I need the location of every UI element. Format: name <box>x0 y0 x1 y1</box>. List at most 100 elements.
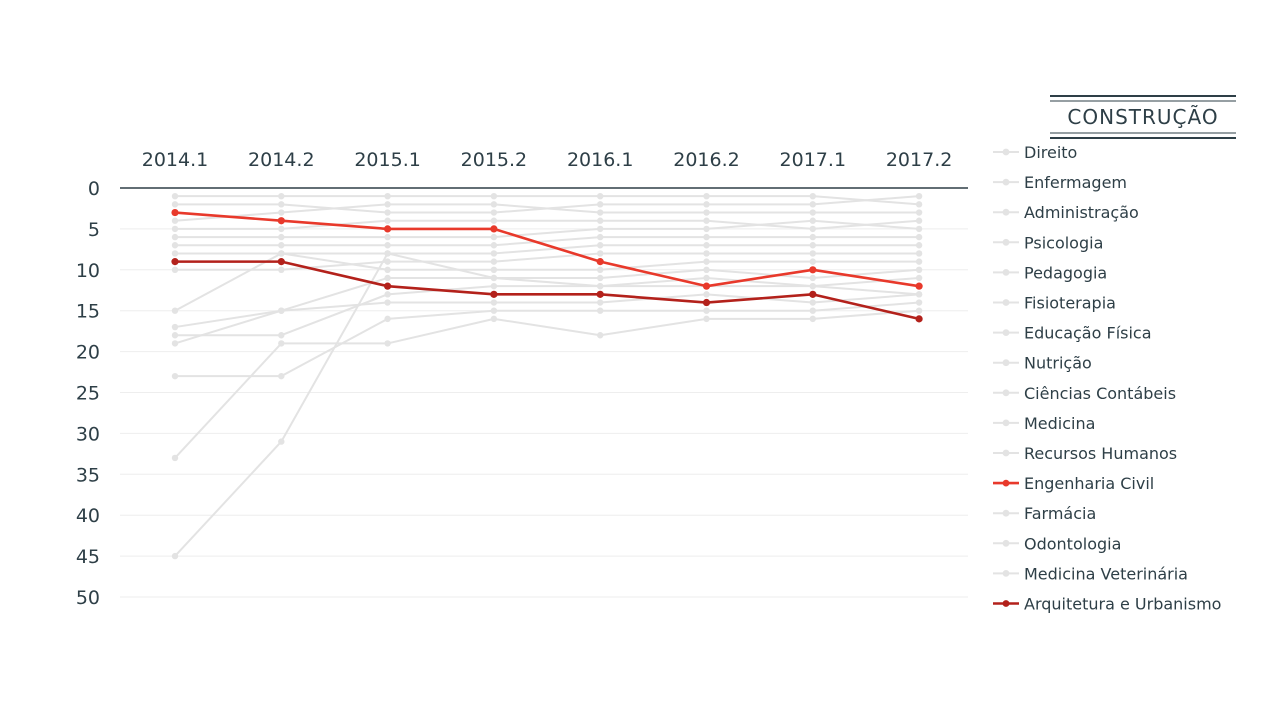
series-fisioterapia <box>171 233 923 249</box>
x-tick-label: 2014.1 <box>142 149 208 171</box>
series-line <box>175 236 920 247</box>
data-point <box>171 323 179 331</box>
data-point <box>597 307 604 314</box>
data-point <box>278 332 285 339</box>
legend-label: Arquitetura e Urbanismo <box>1024 595 1221 614</box>
legend-label: Farmácia <box>1024 504 1096 523</box>
legend-item: Ciências Contábeis <box>993 384 1176 403</box>
data-point <box>915 258 923 265</box>
data-point <box>703 291 710 298</box>
legend-swatch-dot <box>1002 238 1010 246</box>
y-tick-label: 50 <box>76 587 100 609</box>
y-tick-labels: 0 5 10 15 20 25 30 35 40 45 50 <box>76 178 100 609</box>
data-point <box>171 225 179 233</box>
data-point <box>703 209 710 216</box>
data-point <box>597 209 604 216</box>
y-tick-label: 30 <box>76 423 100 445</box>
legend: Direito Enfermagem Administração Psicologia… <box>993 143 1221 614</box>
data-point <box>703 315 710 323</box>
data-point <box>384 192 391 200</box>
series-medicina <box>171 266 923 331</box>
data-point <box>703 250 710 257</box>
data-point <box>490 307 498 314</box>
series-pedagogia <box>171 217 923 241</box>
data-point <box>597 192 604 200</box>
data-point <box>384 225 392 233</box>
data-point <box>278 233 285 241</box>
data-point <box>171 552 179 560</box>
legend-swatch-dot <box>1002 359 1010 367</box>
data-point <box>171 201 179 208</box>
legend-item: Pedagogia <box>993 263 1107 282</box>
data-point <box>915 209 923 216</box>
data-point <box>915 315 923 323</box>
data-point <box>384 242 391 249</box>
x-tick-label: 2017.2 <box>886 149 952 171</box>
data-point <box>490 217 498 224</box>
x-tick-label: 2016.2 <box>673 149 739 171</box>
data-point <box>597 201 604 208</box>
legend-item: Medicina Veterinária <box>993 564 1188 583</box>
data-point <box>278 372 285 380</box>
data-point <box>277 258 285 266</box>
data-point <box>597 282 604 290</box>
series-line <box>175 252 920 271</box>
series-line <box>175 195 920 206</box>
legend-swatch-dot <box>1002 389 1010 397</box>
legend-item: Recursos Humanos <box>993 444 1177 463</box>
series-line <box>174 252 920 312</box>
series-line <box>175 276 920 337</box>
data-point <box>171 372 179 380</box>
legend-item: Nutrição <box>993 354 1092 373</box>
data-point <box>597 332 604 339</box>
legend-swatch-dot <box>1002 148 1010 156</box>
data-point <box>490 225 498 233</box>
y-tick-label: 25 <box>76 383 100 405</box>
data-point <box>384 250 391 257</box>
data-point <box>915 282 923 290</box>
data-point <box>809 209 816 216</box>
data-point <box>596 290 604 298</box>
x-tick-label: 2014.2 <box>248 149 314 171</box>
data-point <box>809 233 816 241</box>
x-tick-label: 2017.1 <box>780 149 846 171</box>
series-line <box>174 309 920 459</box>
legend-item: Enfermagem <box>993 173 1127 192</box>
data-point <box>490 192 498 200</box>
legend-label: Administração <box>1024 203 1139 222</box>
data-point <box>809 225 816 233</box>
data-point <box>278 438 285 445</box>
data-point <box>384 340 391 347</box>
legend-label: Enfermagem <box>1024 173 1127 192</box>
data-point <box>384 266 391 273</box>
data-point <box>809 299 816 306</box>
series-odontologia <box>171 299 923 380</box>
legend-label: Recursos Humanos <box>1024 444 1177 463</box>
data-point <box>915 201 923 208</box>
data-point <box>278 242 285 249</box>
legend-swatch-dot <box>1002 419 1010 427</box>
legend-label: Psicologia <box>1024 233 1103 252</box>
data-point <box>809 282 816 290</box>
data-point <box>384 299 391 306</box>
data-point <box>490 209 498 216</box>
legend-item: Psicologia <box>993 233 1103 252</box>
y-tick-label: 5 <box>88 219 100 241</box>
y-tick-label: 0 <box>88 178 100 200</box>
data-point <box>702 282 711 290</box>
series-line <box>175 195 920 214</box>
legend-swatch-dot <box>1002 600 1010 607</box>
data-point <box>702 298 711 307</box>
data-point <box>277 217 285 225</box>
y-tick-label: 45 <box>76 546 100 568</box>
data-point <box>384 315 391 323</box>
data-point <box>384 291 391 298</box>
data-point <box>809 258 816 265</box>
data-point <box>171 340 179 347</box>
data-point <box>703 274 710 282</box>
data-point <box>490 290 498 298</box>
legend-label: Medicina <box>1024 414 1095 433</box>
series-direito <box>171 192 923 208</box>
data-point <box>597 233 604 241</box>
data-point <box>596 258 604 266</box>
